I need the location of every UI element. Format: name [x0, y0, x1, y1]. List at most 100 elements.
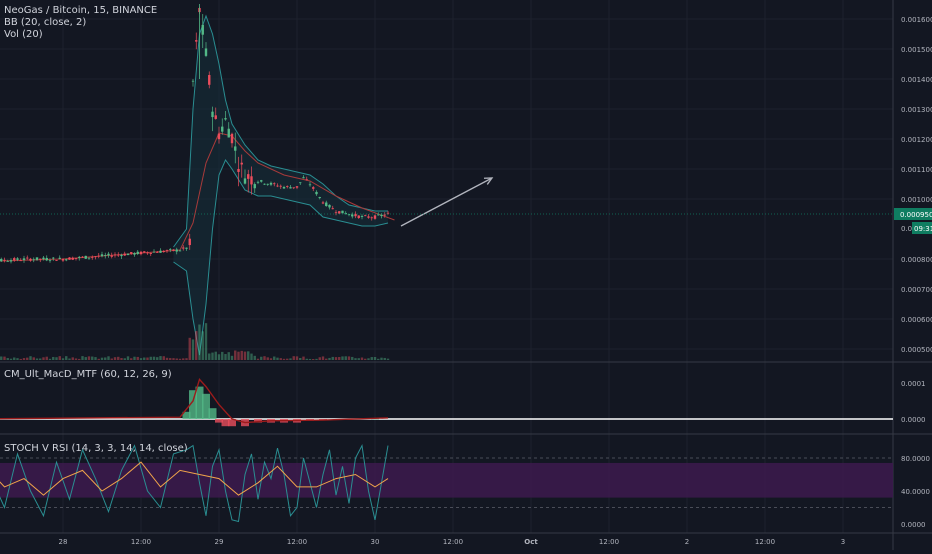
- volume-bar: [100, 357, 104, 360]
- time-tick-label: 12:00: [287, 538, 307, 546]
- candle-body: [100, 254, 104, 257]
- countdown-label: 09:31: [914, 225, 932, 233]
- candle-body: [136, 251, 139, 254]
- volume-bar: [188, 337, 191, 360]
- volume-bar: [117, 356, 120, 360]
- candle-body: [360, 216, 364, 217]
- volume-bar: [370, 357, 373, 360]
- volume-bar: [94, 357, 97, 360]
- volume-bar: [198, 324, 201, 360]
- candle-body: [149, 252, 152, 254]
- candle-body: [9, 260, 13, 262]
- price-tick-label: 0.000800: [901, 256, 932, 264]
- macd-histogram-bar: [215, 419, 223, 423]
- candle-body: [48, 260, 52, 262]
- stoch-indicator-label[interactable]: STOCH V RSI (14, 3, 3, 14, 14, close): [4, 443, 188, 454]
- candle-body: [224, 118, 227, 120]
- candle-body: [386, 212, 390, 214]
- candle-body: [221, 126, 224, 132]
- candle-body: [159, 250, 162, 253]
- candle-body: [354, 213, 357, 217]
- volume-bar: [156, 357, 159, 360]
- macd-legend: CM_Ult_MacD_MTF (60, 12, 26, 9): [4, 369, 172, 381]
- candle-body: [58, 257, 61, 259]
- candle-body: [383, 214, 386, 216]
- volume-bar: [295, 356, 299, 360]
- candle-body: [143, 251, 146, 253]
- volume-bar: [78, 358, 81, 360]
- candle-body: [42, 257, 45, 260]
- volume-bar: [221, 351, 224, 360]
- bb-indicator-label[interactable]: BB (20, close, 2): [4, 17, 87, 28]
- volume-bar: [48, 358, 52, 360]
- price-pane[interactable]: [0, 4, 893, 356]
- candle-body: [182, 247, 185, 249]
- volume-bar: [351, 356, 354, 360]
- candle-body: [68, 257, 71, 260]
- price-tick-label: 0.001500: [901, 46, 932, 54]
- stoch-rsi-pane[interactable]: [0, 443, 893, 523]
- stoch-d-line: [0, 461, 389, 496]
- candle-body: [204, 48, 208, 56]
- volume-bar: [133, 356, 136, 360]
- time-axis[interactable]: 28 12:00 29 12:00 30 12:00 Oct 12:00 2 12:00 3: [59, 538, 846, 546]
- candle-body: [247, 174, 250, 179]
- stoch-k-line: [0, 443, 389, 523]
- volume-bar: [266, 357, 269, 360]
- price-tick-label: 0.001600: [901, 16, 932, 24]
- volume-bar: [325, 358, 328, 360]
- candle-body: [117, 254, 120, 256]
- candle-body: [84, 255, 87, 259]
- candle-body: [13, 258, 16, 261]
- volume-bar: [302, 356, 305, 360]
- volume-bar: [185, 358, 188, 360]
- candle-body: [91, 256, 94, 258]
- symbol-title[interactable]: NeoGas / Bitcoin, 15, BINANCE: [4, 5, 158, 16]
- volume-bar: [139, 358, 143, 360]
- volume-bar: [87, 356, 91, 360]
- stoch-tick-label: 0.0000: [901, 521, 926, 529]
- price-axis[interactable]: 0.001600 0.001500 0.001400 0.001300 0.001200…: [894, 16, 932, 529]
- macd-indicator-label[interactable]: CM_Ult_MacD_MTF (60, 12, 26, 9): [4, 369, 172, 380]
- candle-body: [152, 251, 156, 253]
- price-tick-label: 0.000500: [901, 346, 932, 354]
- candle-body: [256, 181, 260, 183]
- projection-arrow: [400, 177, 493, 227]
- volume-bar: [35, 358, 39, 360]
- time-tick-label: Oct: [524, 538, 538, 546]
- candle-body: [32, 259, 35, 261]
- macd-pane[interactable]: [0, 378, 893, 427]
- volume-bar: [273, 356, 276, 360]
- candle-body: [178, 250, 182, 252]
- volume-indicator-label[interactable]: Vol (20): [4, 29, 43, 40]
- volume-bar: [211, 352, 214, 360]
- current-price-box: 0.000950: [894, 208, 932, 220]
- candle-body: [318, 197, 321, 199]
- candle-body: [126, 253, 130, 256]
- candle-body: [286, 185, 289, 187]
- volume-bar: [224, 354, 227, 360]
- volume-bar: [191, 339, 195, 360]
- volume-bar: [175, 358, 178, 360]
- time-tick-label: 2: [685, 538, 689, 546]
- volume-bar: [364, 358, 367, 360]
- candle-body: [45, 257, 48, 261]
- volume-bar: [214, 351, 217, 360]
- volume-bar: [16, 358, 19, 360]
- candle-body: [133, 252, 136, 255]
- volume-bar: [367, 358, 370, 360]
- volume-bar: [282, 358, 286, 360]
- volume-bar: [344, 356, 347, 360]
- candle-body: [211, 111, 214, 118]
- volume-bar: [256, 358, 260, 360]
- macd-tick-label: 0.0001: [901, 380, 926, 388]
- volume-bar: [328, 357, 331, 360]
- current-price-label: 0.000950: [900, 211, 932, 219]
- candle-body: [305, 179, 308, 181]
- volume-bar: [123, 358, 126, 360]
- volume-bar: [269, 358, 273, 360]
- volume-bar: [263, 356, 266, 360]
- candle-body: [276, 185, 279, 187]
